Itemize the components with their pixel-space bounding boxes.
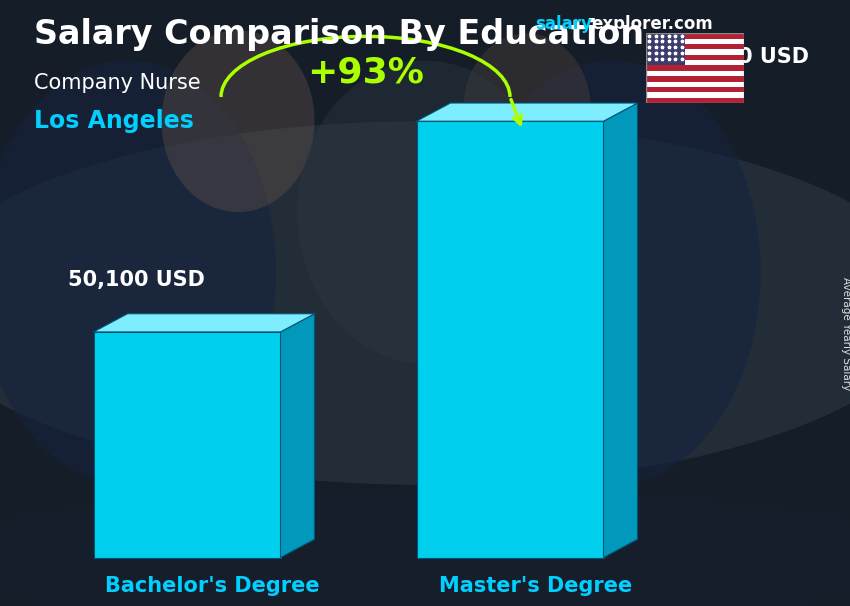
Bar [646,50,744,55]
Bar [646,82,744,87]
Bar [646,39,744,44]
Bar [646,33,685,65]
Text: salary: salary [536,15,592,33]
Bar [646,76,744,82]
Ellipse shape [0,121,850,485]
Text: 50,100 USD: 50,100 USD [68,270,205,290]
Bar [646,98,744,103]
Text: Salary Comparison By Education: Salary Comparison By Education [34,18,644,51]
Bar [94,332,280,558]
Bar [646,71,744,76]
Ellipse shape [0,491,850,606]
Text: Average Yearly Salary: Average Yearly Salary [841,277,850,390]
Text: Company Nurse: Company Nurse [34,73,201,93]
Bar [646,92,744,98]
Text: 96,900 USD: 96,900 USD [672,47,808,67]
Bar [646,44,744,50]
Text: Los Angeles: Los Angeles [34,109,194,133]
Text: Bachelor's Degree: Bachelor's Degree [105,576,320,596]
Bar [646,55,744,60]
Polygon shape [416,103,638,121]
Text: Master's Degree: Master's Degree [439,576,632,596]
Ellipse shape [463,61,761,485]
Polygon shape [94,314,314,332]
Polygon shape [280,314,314,558]
Ellipse shape [162,30,314,212]
Bar [646,65,744,71]
Bar [646,87,744,92]
Ellipse shape [0,61,276,485]
Bar [646,60,744,65]
Polygon shape [604,103,638,558]
Text: explorer.com: explorer.com [591,15,712,33]
Ellipse shape [298,61,552,364]
Bar [416,121,604,558]
Text: +93%: +93% [307,56,424,90]
Ellipse shape [463,33,591,185]
Bar [646,33,744,39]
